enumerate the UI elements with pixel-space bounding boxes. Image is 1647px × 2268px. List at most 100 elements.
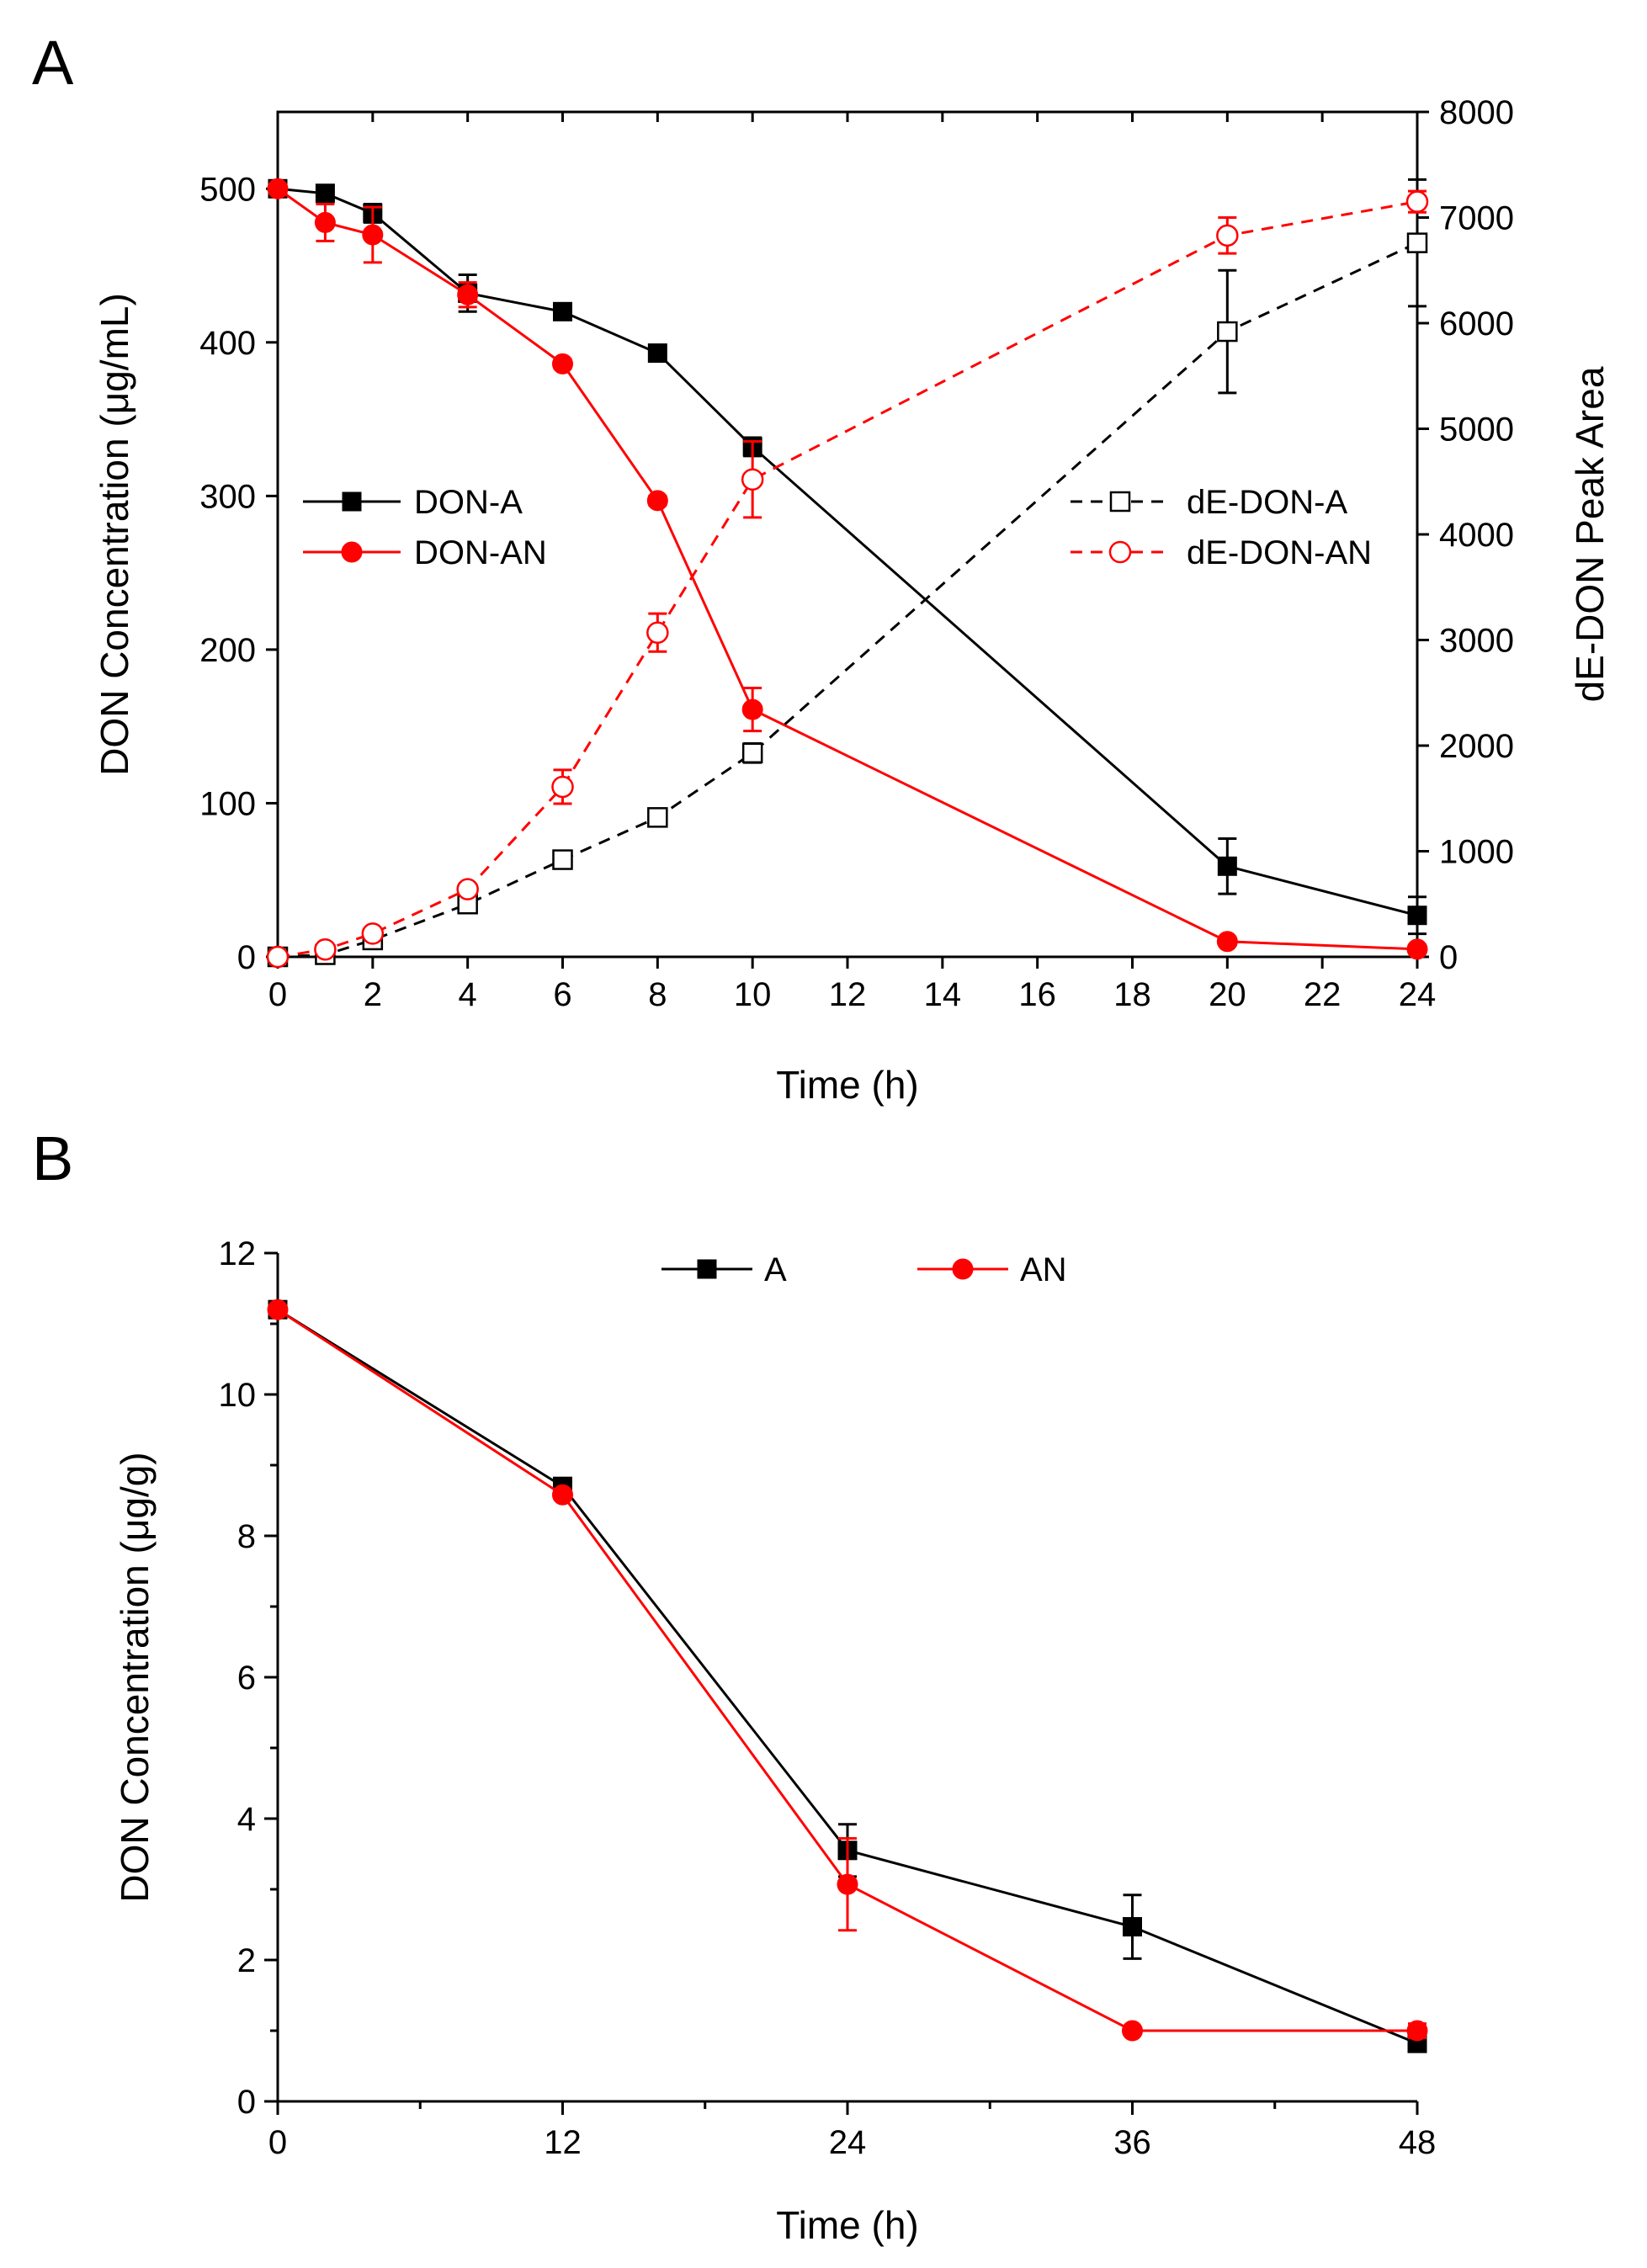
data-point bbox=[837, 1873, 858, 1895]
legend-label: A bbox=[764, 1251, 787, 1288]
x-tick-label: 12 bbox=[829, 976, 867, 1013]
data-point bbox=[1123, 1917, 1142, 1937]
data-point bbox=[551, 775, 574, 799]
data-point bbox=[456, 878, 479, 900]
legend-marker bbox=[1108, 540, 1132, 564]
legend-label: DON-A bbox=[414, 484, 523, 521]
legend-label: AN bbox=[1020, 1251, 1067, 1288]
x-tick-label: 16 bbox=[1018, 976, 1056, 1013]
data-point bbox=[646, 490, 668, 512]
legend-marker bbox=[1109, 491, 1131, 513]
panel-label-b: B bbox=[32, 1123, 73, 1193]
data-point bbox=[1406, 232, 1428, 253]
legend-marker bbox=[341, 541, 363, 563]
legend-label: dE-DON-AN bbox=[1187, 534, 1372, 571]
x-tick-label: 10 bbox=[734, 976, 772, 1013]
data-point bbox=[1406, 938, 1428, 960]
y-tick-label: 2 bbox=[237, 1942, 256, 1979]
y-tick-label: 100 bbox=[199, 785, 256, 822]
x-tick-label: 36 bbox=[1113, 2124, 1151, 2161]
y-tick-label: 0 bbox=[237, 2084, 256, 2121]
data-point bbox=[362, 224, 384, 246]
x-tick-label: 12 bbox=[544, 2124, 582, 2161]
y-tick-label: 10 bbox=[219, 1377, 257, 1414]
x-tick-label: 4 bbox=[459, 976, 477, 1013]
series-de-don-a bbox=[267, 178, 1428, 968]
data-point bbox=[1406, 2020, 1428, 2042]
y2-tick-label: 1000 bbox=[1439, 834, 1514, 871]
y2-axis-title: dE-DON Peak Area bbox=[1568, 366, 1612, 702]
data-point bbox=[361, 922, 385, 945]
data-point bbox=[1405, 190, 1429, 213]
data-point bbox=[315, 183, 335, 204]
y-axis-title: DON Concentration (μg/g) bbox=[113, 1452, 157, 1902]
y-tick-label: 12 bbox=[219, 1235, 257, 1272]
data-point bbox=[1217, 856, 1237, 876]
data-point bbox=[1217, 321, 1238, 343]
data-point bbox=[1122, 2020, 1143, 2042]
y-axis-title: DON Concentration (μg/mL) bbox=[93, 293, 136, 776]
legend-marker bbox=[342, 491, 362, 512]
legend-item-don-an: DON-AN bbox=[303, 534, 547, 571]
data-point bbox=[314, 937, 337, 961]
data-point bbox=[647, 807, 668, 828]
y2-tick-label: 5000 bbox=[1439, 412, 1514, 449]
legend-item-an: AN bbox=[917, 1251, 1067, 1288]
series-line bbox=[277, 200, 1418, 959]
y2-tick-label: 8000 bbox=[1439, 94, 1514, 131]
data-point bbox=[741, 698, 763, 720]
legend-item-de-don-an: dE-DON-AN bbox=[1071, 534, 1372, 571]
series-a bbox=[268, 1299, 1427, 2053]
x-tick-label: 22 bbox=[1304, 976, 1342, 1013]
series-line bbox=[277, 242, 1418, 959]
x-tick-label: 6 bbox=[553, 976, 571, 1013]
series-don-an bbox=[267, 178, 1428, 960]
x-tick-label: 20 bbox=[1209, 976, 1246, 1013]
y-tick-label: 400 bbox=[199, 325, 256, 362]
y2-tick-label: 4000 bbox=[1439, 517, 1514, 554]
x-tick-label: 8 bbox=[648, 976, 667, 1013]
data-point bbox=[741, 742, 763, 764]
y-tick-label: 0 bbox=[237, 939, 256, 976]
x-axis-title: Time (h) bbox=[776, 2203, 919, 2247]
legend-item-de-don-a: dE-DON-A bbox=[1071, 484, 1347, 521]
y2-tick-label: 3000 bbox=[1439, 623, 1514, 660]
x-tick-label: 48 bbox=[1399, 2124, 1437, 2161]
x-axis-title: Time (h) bbox=[776, 1063, 919, 1107]
y2-tick-label: 7000 bbox=[1439, 200, 1514, 237]
data-point bbox=[267, 1299, 289, 1320]
x-tick-label: 14 bbox=[924, 976, 962, 1013]
x-tick-label: 0 bbox=[268, 2124, 287, 2161]
x-tick-label: 24 bbox=[829, 2124, 867, 2161]
chart-a: 0 2 4 6 8 10 12 14 16 18 20 22 240100200300400500010… bbox=[93, 94, 1612, 1107]
data-point bbox=[647, 343, 667, 364]
y-tick-label: 8 bbox=[237, 1518, 256, 1555]
data-point bbox=[552, 353, 573, 374]
data-point bbox=[552, 849, 573, 870]
y2-tick-label: 2000 bbox=[1439, 728, 1514, 765]
series-an bbox=[267, 1299, 1428, 2042]
y-tick-label: 4 bbox=[237, 1801, 256, 1838]
x-tick-label: 0 bbox=[268, 976, 287, 1013]
y-tick-label: 500 bbox=[199, 171, 256, 208]
data-point bbox=[646, 621, 669, 644]
x-tick-label: 2 bbox=[364, 976, 382, 1013]
y-tick-label: 200 bbox=[199, 632, 256, 669]
legend-item-don-a: DON-A bbox=[303, 484, 523, 521]
legend-label: DON-AN bbox=[414, 534, 547, 571]
panel-label-a: A bbox=[32, 28, 74, 98]
data-point bbox=[314, 211, 336, 233]
legend-label: dE-DON-A bbox=[1187, 484, 1347, 521]
data-point bbox=[1407, 906, 1427, 926]
y-tick-label: 300 bbox=[199, 478, 256, 515]
x-tick-label: 18 bbox=[1113, 976, 1151, 1013]
y-tick-label: 6 bbox=[237, 1660, 256, 1697]
data-point bbox=[457, 284, 479, 305]
data-point bbox=[553, 301, 572, 321]
data-point bbox=[266, 945, 290, 969]
data-point bbox=[552, 1484, 573, 1506]
data-point bbox=[267, 178, 289, 199]
data-point bbox=[741, 468, 764, 491]
legend-marker bbox=[952, 1258, 974, 1280]
